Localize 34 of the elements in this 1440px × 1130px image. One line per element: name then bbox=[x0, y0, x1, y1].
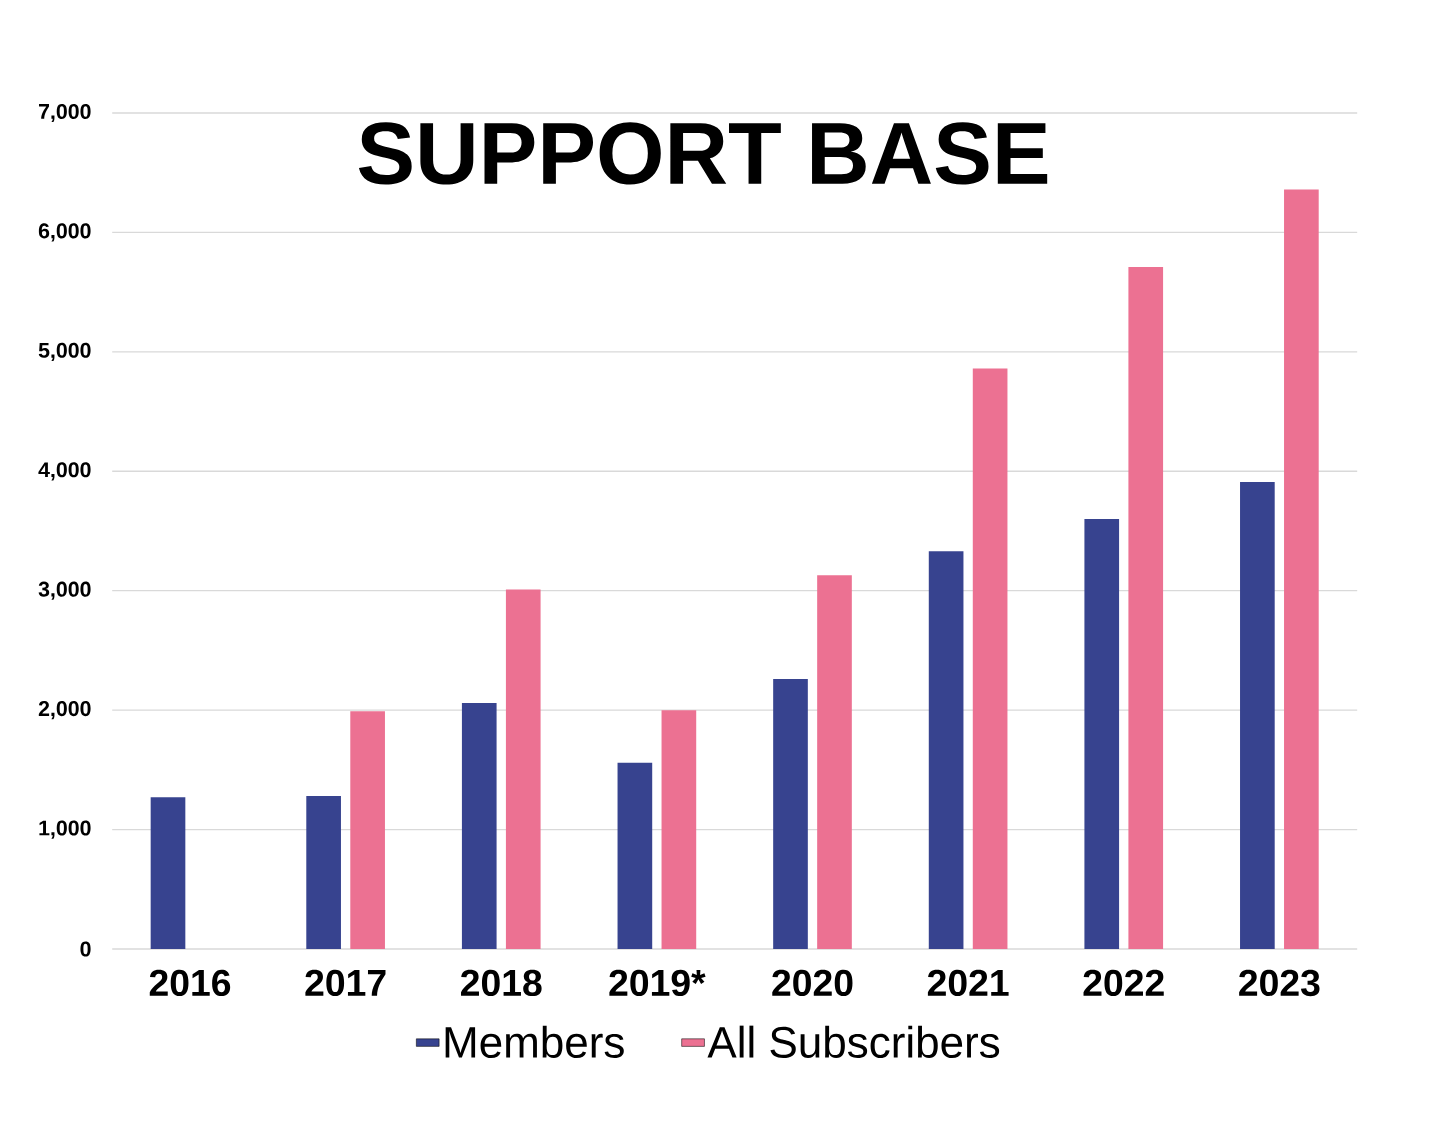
y-tick-label: 7,000 bbox=[39, 103, 91, 123]
x-tick-label: 2023 bbox=[1239, 969, 1320, 997]
y-tick-label: 5,000 bbox=[38, 342, 91, 361]
bar bbox=[1240, 482, 1275, 949]
bar bbox=[817, 575, 852, 949]
x-tick-label: 2021 bbox=[927, 969, 1009, 997]
chart-title: SUPPORT BASE bbox=[358, 122, 1048, 185]
legend-label: Members bbox=[445, 1025, 624, 1058]
x-tick-label: 2022 bbox=[1083, 969, 1164, 997]
bar bbox=[661, 710, 697, 949]
y-tick-label: 0 bbox=[80, 941, 91, 957]
bar bbox=[972, 368, 1008, 949]
bar bbox=[1084, 519, 1120, 949]
bar bbox=[461, 702, 497, 949]
y-tick-label: 2,000 bbox=[38, 701, 91, 720]
bar bbox=[928, 551, 964, 949]
bar bbox=[505, 589, 541, 949]
y-tick-label: 1,000 bbox=[39, 820, 91, 839]
y-tick-label: 6,000 bbox=[38, 223, 91, 242]
x-tick-label: 2016 bbox=[149, 969, 231, 997]
x-tick-label: 2020 bbox=[772, 969, 853, 997]
x-tick-label: 2019* bbox=[609, 969, 706, 997]
bar bbox=[1284, 189, 1319, 949]
x-tick-label: 2017 bbox=[305, 969, 386, 997]
bar bbox=[306, 796, 341, 949]
bar bbox=[1128, 267, 1164, 949]
bar bbox=[150, 797, 186, 949]
y-tick-label: 4,000 bbox=[38, 462, 91, 481]
bar bbox=[350, 711, 385, 949]
bar bbox=[617, 762, 653, 949]
legend-label: All Subscribers bbox=[707, 1025, 1000, 1058]
x-tick-label: 2018 bbox=[461, 969, 542, 997]
y-tick-label: 3,000 bbox=[38, 581, 91, 600]
bar bbox=[773, 679, 808, 949]
